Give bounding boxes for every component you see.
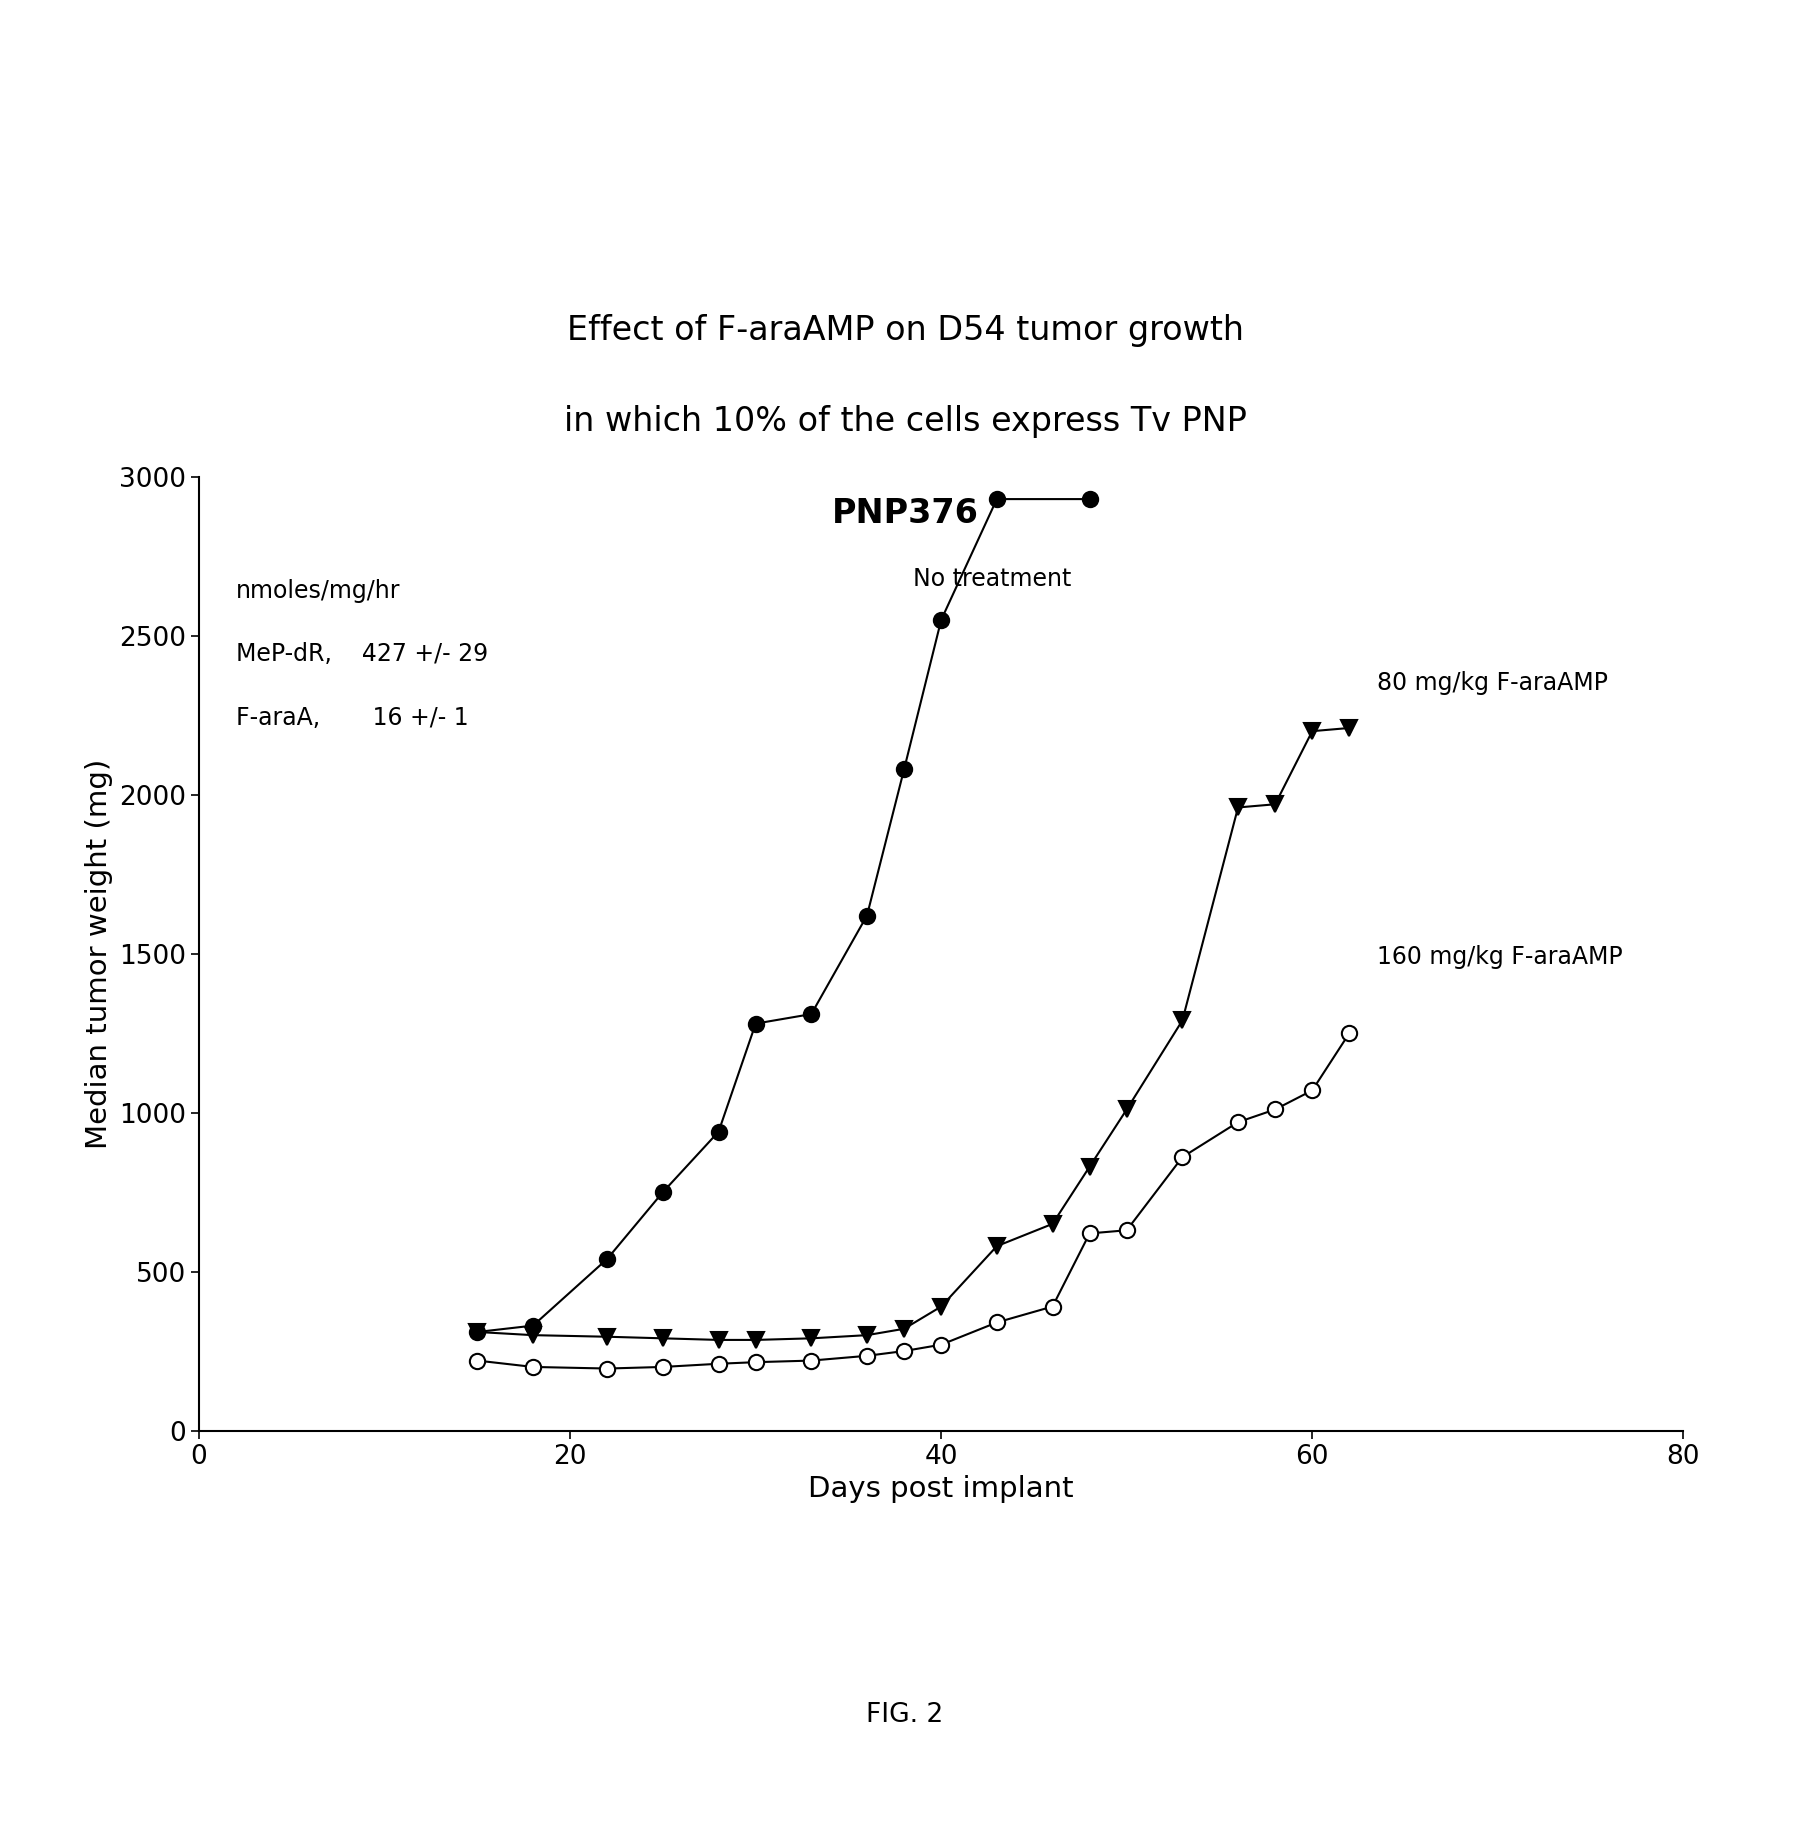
Y-axis label: Median tumor weight (mg): Median tumor weight (mg)	[85, 759, 114, 1148]
X-axis label: Days post implant: Days post implant	[809, 1475, 1073, 1504]
Text: nmoles/mg/hr: nmoles/mg/hr	[235, 578, 400, 603]
Text: PNP376: PNP376	[831, 497, 979, 530]
Text: F-araA,       16 +/- 1: F-araA, 16 +/- 1	[235, 706, 469, 730]
Text: 80 mg/kg F-araAMP: 80 mg/kg F-araAMP	[1377, 671, 1607, 695]
Text: in which 10% of the cells express Tv PNP: in which 10% of the cells express Tv PNP	[563, 405, 1247, 438]
Text: MeP-dR,    427 +/- 29: MeP-dR, 427 +/- 29	[235, 642, 489, 666]
Text: FIG. 2: FIG. 2	[867, 1702, 943, 1728]
Text: Effect of F-araAMP on D54 tumor growth: Effect of F-araAMP on D54 tumor growth	[567, 314, 1243, 347]
Text: No treatment: No treatment	[914, 567, 1072, 591]
Text: 160 mg/kg F-araAMP: 160 mg/kg F-araAMP	[1377, 945, 1624, 968]
